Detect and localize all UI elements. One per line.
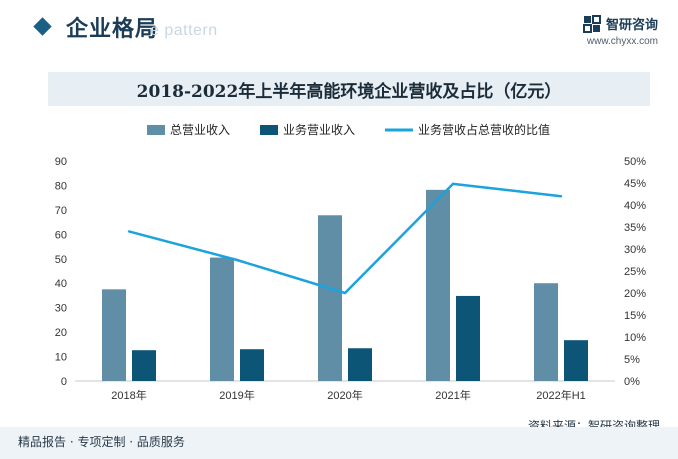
x-tick-label: 2022年H1: [536, 388, 586, 402]
y-right-tick-label: 45%: [624, 178, 646, 190]
legend-label-2: 业务营收占总营收的比值: [418, 122, 550, 137]
y-left-tick-label: 0: [61, 376, 67, 388]
chart-title: 2018-2022年上半年高能环境企业营收及占比（亿元）: [136, 81, 562, 102]
ratio-point: [559, 195, 563, 198]
legend-swatch: [147, 125, 165, 135]
ratio-point: [235, 258, 239, 262]
y-left-tick-label: 10: [55, 352, 67, 364]
y-right-tick-label: 40%: [624, 200, 646, 212]
y-right-tick-label: 50%: [624, 156, 646, 168]
ratio-series-line: [128, 182, 562, 295]
ratio-point: [451, 182, 455, 186]
y-right-tick-label: 35%: [624, 222, 646, 234]
section-title: 企业格局: [66, 17, 159, 42]
y-right-tick-label: 25%: [624, 266, 646, 278]
bar-total-revenue: [426, 189, 450, 381]
bar-business-revenue: [564, 340, 588, 381]
y-left-tick-label: 90: [55, 156, 67, 168]
y-right-tick-label: 10%: [624, 332, 646, 344]
brand-logo-icon: [582, 14, 601, 33]
bar-total-revenue: [318, 215, 342, 381]
ratio-point: [127, 230, 131, 233]
chart-title-box: 2018-2022年上半年高能环境企业营收及占比（亿元）: [48, 72, 650, 106]
brand-url: www.chyxx.com: [586, 36, 658, 47]
bar-total-revenue: [102, 289, 126, 381]
section-watermark: e pattern: [150, 22, 218, 39]
y-left-tick-label: 50: [55, 254, 67, 266]
bar-total-revenue: [210, 257, 234, 381]
legend-label-1: 业务营业收入: [283, 122, 355, 137]
x-tick-label: 2018年: [111, 388, 146, 402]
y-right-tick-label: 20%: [624, 288, 646, 300]
header: 企业格局 e pattern 智研咨询 www.chyxx.com: [0, 0, 678, 62]
y-right-tick-label: 5%: [624, 354, 640, 366]
legend-label-0: 总营业收入: [170, 123, 230, 137]
y-left-tick-label: 60: [55, 229, 67, 241]
bar-business-revenue: [456, 295, 480, 381]
bar-business-revenue: [132, 350, 156, 381]
y-left-tick-label: 20: [55, 327, 67, 339]
x-tick-label: 2020年: [327, 388, 362, 402]
brand: 智研咨询 www.chyxx.com: [582, 14, 658, 47]
y-right-tick-label: 15%: [624, 310, 646, 322]
y-left-tick-label: 30: [55, 303, 67, 315]
legend-swatch: [260, 125, 278, 135]
footer-band: [0, 427, 678, 459]
x-tick-label: 2019年: [219, 388, 254, 402]
y-left-tick-label: 80: [55, 180, 67, 192]
bar-total-revenue: [534, 283, 558, 381]
y-left-tick-label: 40: [55, 278, 67, 290]
ratio-point: [343, 291, 347, 295]
y-right-tick-label: 30%: [624, 244, 646, 256]
y-left-tick-label: 70: [55, 205, 67, 217]
brand-name: 智研咨询: [605, 18, 658, 33]
footer-slogan: 精品报告 · 专项定制 · 品质服务: [18, 435, 185, 449]
bar-business-revenue: [348, 348, 372, 381]
y-right-tick-label: 0%: [624, 376, 640, 388]
x-tick-label: 2021年: [435, 388, 470, 402]
bar-business-revenue: [240, 349, 264, 381]
